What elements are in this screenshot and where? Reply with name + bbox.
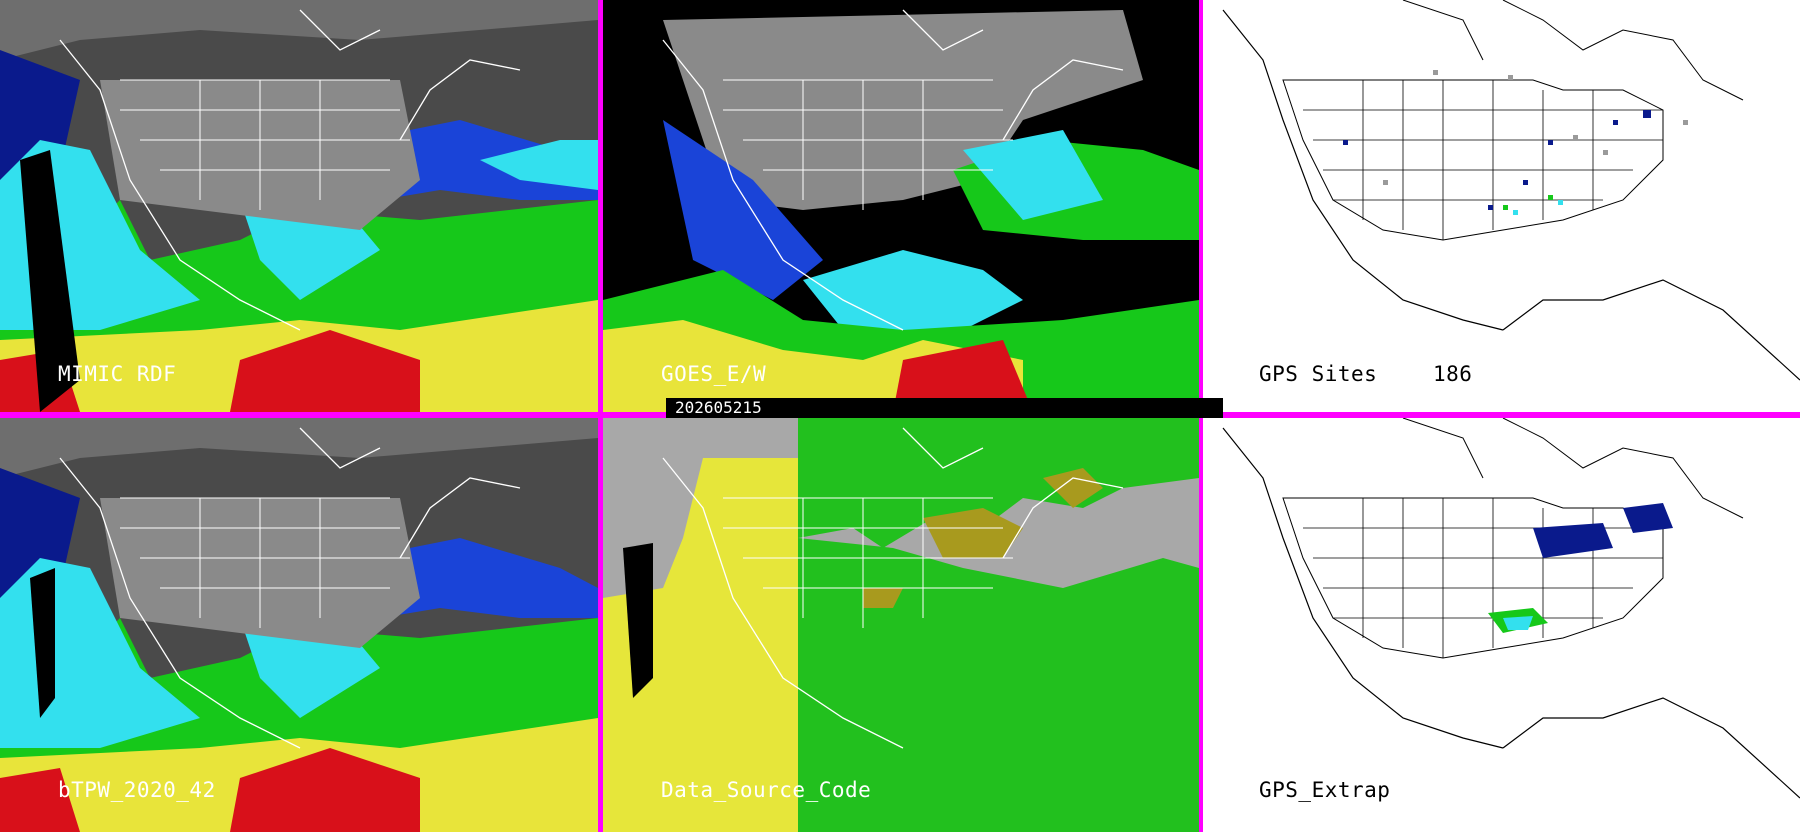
- tpw-map-image: [0, 418, 598, 832]
- panel-data-source-code[interactable]: Data_Source_Code: [603, 418, 1199, 832]
- timestamp-bar: 202605215: [666, 398, 1223, 418]
- tpw-map-image: [0, 0, 598, 412]
- gps-site-count: 186: [1433, 362, 1473, 386]
- panel-btpw[interactable]: bTPW_2020_42: [0, 418, 598, 832]
- gps-extrap-map: [1203, 418, 1800, 832]
- panel-mimic-rdf[interactable]: MIMIC RDF: [0, 0, 598, 412]
- data-source-map: [603, 418, 1199, 832]
- panel-gps-extrap[interactable]: GPS_Extrap: [1203, 418, 1800, 832]
- panel-label: bTPW_2020_42: [58, 778, 216, 802]
- panel-gps-sites[interactable]: GPS Sites 186: [1203, 0, 1800, 412]
- panel-label: Data_Source_Code: [661, 778, 872, 802]
- panel-goes-ew[interactable]: GOES_E/W: [603, 0, 1199, 412]
- panel-label: GOES_E/W: [661, 362, 767, 386]
- panel-label: GPS Sites: [1259, 362, 1378, 386]
- tpw-map-image: [603, 0, 1199, 412]
- panel-label: MIMIC RDF: [58, 362, 177, 386]
- gps-sites-map: [1203, 0, 1800, 412]
- panel-label: GPS_Extrap: [1259, 778, 1391, 802]
